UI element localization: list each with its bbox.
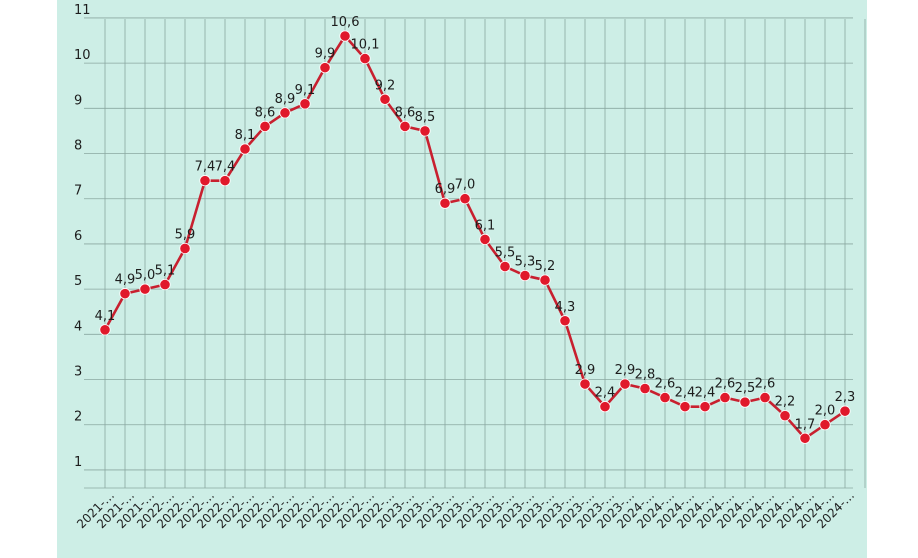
y-axis-ticks: 1 2 3 4 5 6 7 8 9 10 11 [74,3,91,470]
y-tick-label: 8 [74,139,82,154]
data-point [779,410,791,422]
data-label: 8,1 [235,128,256,143]
y-tick-label: 9 [74,93,82,108]
data-point [819,419,831,431]
data-point [519,269,531,282]
data-point [559,315,571,327]
data-label: 2,2 [775,395,796,410]
data-label: 5,5 [495,246,516,261]
data-point [679,401,691,413]
data-label: 7,0 [455,178,476,193]
data-point [379,93,391,105]
data-label: 2,9 [575,363,596,378]
data-label: 4,1 [95,309,116,324]
data-label: 2,4 [675,386,696,401]
y-tick-label: 6 [74,229,82,244]
data-point [359,52,371,65]
data-label: 5,9 [175,227,196,242]
data-point [739,396,751,408]
data-label: 8,6 [255,105,276,120]
data-point [839,405,851,417]
y-tick-label: 4 [74,319,82,334]
data-label: 4,3 [555,300,576,315]
data-point [599,401,611,413]
data-point [719,391,731,404]
y-tick-label: 10 [74,48,91,63]
data-point [299,98,311,110]
data-label: 7,4 [215,160,236,175]
data-point [459,193,471,205]
y-tick-label: 11 [74,3,91,18]
data-label: 5,2 [535,259,556,274]
data-point [279,107,291,119]
chart-panel: 1 2 3 4 5 6 7 8 9 10 11 2021-… 2021-… 2021-… 2022-… 20… [57,0,867,558]
data-label: 2,4 [595,386,616,401]
data-point [399,120,411,133]
data-label: 1,7 [795,417,816,432]
y-tick-label: 7 [74,184,82,199]
data-point [579,378,591,390]
series [99,30,851,444]
data-point [419,125,431,137]
data-label: 9,2 [375,78,396,93]
data-point [699,401,711,413]
data-labels: 4,14,9 5,0 5,15,97,4 7,48,18,68,99,19,910,6… [95,15,856,432]
data-point [139,283,151,295]
y-tick-label: 2 [74,410,82,425]
grid [84,17,866,489]
data-label: 6,9 [435,182,456,197]
data-point [119,288,131,300]
data-point [799,432,811,444]
data-point [259,120,271,133]
data-point [199,175,211,187]
y-tick-label: 5 [74,274,82,289]
data-label: 8,9 [275,92,296,107]
data-point [219,175,231,187]
data-label: 2,6 [715,377,736,392]
data-point [339,30,351,42]
data-label: 2,5 [735,381,756,396]
data-label: 2,8 [635,368,656,383]
x-axis-ticks: 2021-…2021-…2021-…2022-…2022-…2022-…2022… [74,488,857,531]
y-tick-label: 3 [74,365,82,380]
data-label: 6,1 [475,218,496,233]
data-point [659,391,671,404]
data-point [539,274,551,286]
data-label: 9,9 [315,47,336,62]
data-label: 2,0 [815,404,836,419]
data-label: 2,3 [835,390,856,405]
data-point [99,324,111,336]
data-point [319,62,331,74]
data-label: 5,1 [155,264,176,279]
data-point [159,278,171,291]
data-point [479,233,491,245]
data-point [179,242,191,255]
data-point [439,197,451,209]
data-label: 5,0 [135,268,156,283]
data-point [619,378,631,390]
data-label: 2,6 [755,377,776,392]
data-point [239,143,251,155]
data-label: 10,1 [351,38,380,53]
data-point [499,260,511,273]
data-label: 4,9 [115,273,136,288]
data-label: 7,4 [195,160,216,175]
data-label: 2,9 [615,363,636,378]
data-label: 2,6 [655,377,676,392]
data-label: 2,4 [695,386,716,401]
data-label: 10,6 [331,15,360,30]
data-label: 8,6 [395,105,416,120]
data-label: 5,3 [515,255,536,270]
data-label: 9,1 [295,83,316,98]
data-point [639,382,651,395]
data-label: 8,5 [415,110,436,125]
inflation-line-chart: 1 2 3 4 5 6 7 8 9 10 11 2021-…2021-…2021-…2022-…20… [74,3,866,531]
data-point [759,391,771,404]
y-tick-label: 1 [74,455,82,470]
